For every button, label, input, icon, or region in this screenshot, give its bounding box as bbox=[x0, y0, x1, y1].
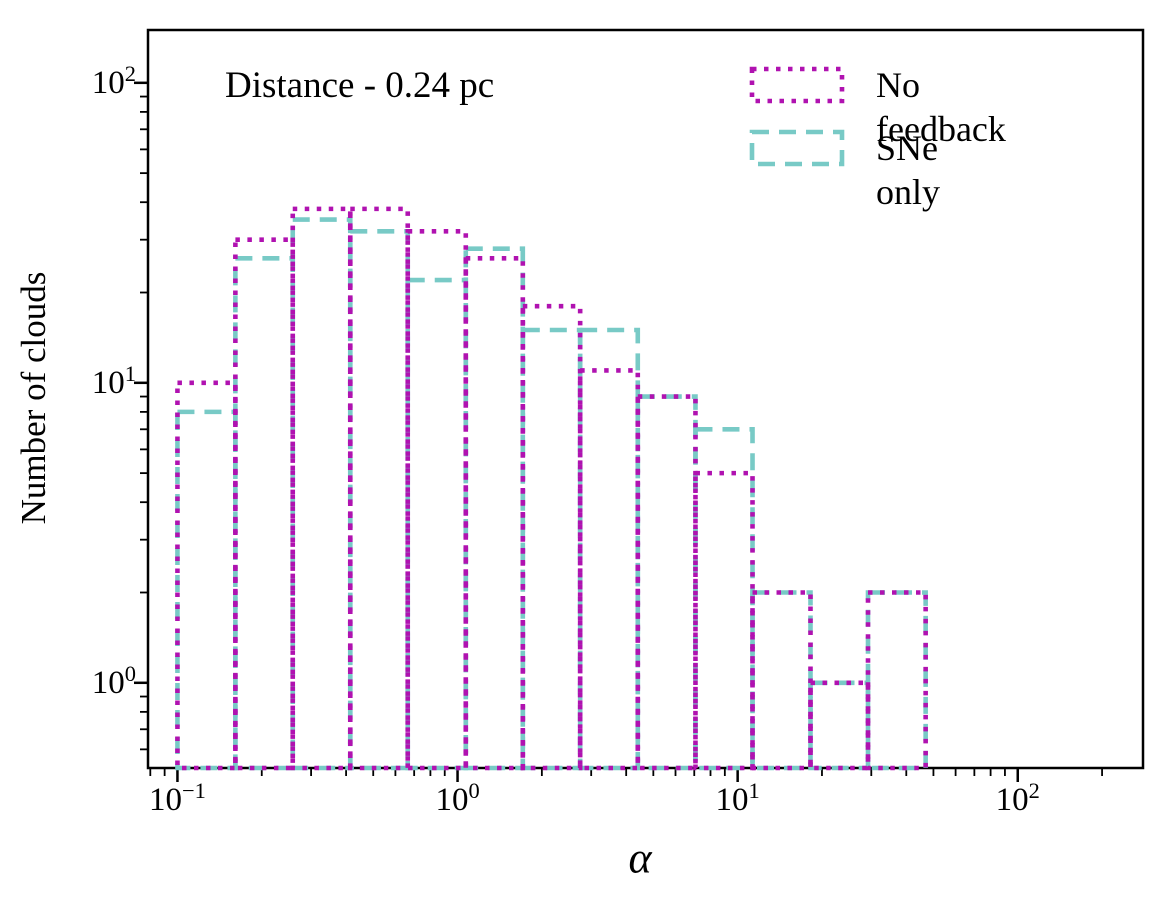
hist-bar bbox=[290, 217, 353, 771]
series-no-feedback bbox=[175, 206, 928, 771]
legend-swatch-rect bbox=[749, 66, 845, 104]
legend-label-sne-only: SNe only bbox=[876, 128, 941, 212]
hist-bar bbox=[635, 394, 698, 771]
hist-bar bbox=[520, 303, 583, 771]
hist-bar bbox=[693, 470, 755, 771]
hist-bar bbox=[175, 380, 238, 771]
hist-bar bbox=[635, 394, 698, 771]
x-tick-label-1e0: 100 bbox=[435, 778, 480, 818]
hist-bar bbox=[865, 590, 928, 771]
hist-bar bbox=[750, 590, 813, 771]
hist-bar bbox=[865, 590, 928, 771]
hist-bar bbox=[463, 256, 526, 771]
legend-swatch-rect bbox=[749, 129, 845, 167]
x-tick-label-1e-1: 10−1 bbox=[149, 778, 206, 818]
x-tick-label-1e2: 102 bbox=[995, 778, 1040, 818]
hist-bar bbox=[463, 246, 526, 771]
hist-bar bbox=[347, 206, 411, 771]
hist-bar bbox=[233, 237, 296, 771]
annotation-distance: Distance - 0.24 pc bbox=[225, 65, 495, 106]
hist-bar bbox=[750, 590, 813, 771]
y-tick-label-1e1: 101 bbox=[91, 360, 136, 401]
series-sne-only bbox=[175, 217, 928, 771]
hist-bar bbox=[290, 206, 353, 771]
hist-bar bbox=[808, 680, 871, 771]
hist-bar bbox=[577, 327, 641, 771]
y-tick-label-1e0: 100 bbox=[91, 660, 136, 701]
hist-bar bbox=[520, 327, 583, 771]
y-tick-label-1e2: 102 bbox=[91, 60, 136, 101]
hist-bar bbox=[233, 256, 296, 771]
legend-label-no-feedback: No feedback bbox=[876, 65, 1006, 149]
hist-bar bbox=[808, 680, 871, 771]
hist-bar bbox=[175, 409, 238, 771]
hist-bar bbox=[405, 228, 469, 771]
hist-bar bbox=[577, 368, 641, 771]
x-axis-label: α bbox=[628, 833, 652, 883]
hist-bar bbox=[347, 228, 411, 771]
hist-bar bbox=[693, 426, 755, 771]
x-tick-label-1e1: 101 bbox=[715, 778, 760, 818]
legend-swatch-dotted-icon bbox=[749, 66, 845, 104]
legend-swatch-dashed-icon bbox=[749, 129, 845, 167]
hist-bar bbox=[405, 277, 469, 771]
axes-frame bbox=[146, 28, 1145, 770]
